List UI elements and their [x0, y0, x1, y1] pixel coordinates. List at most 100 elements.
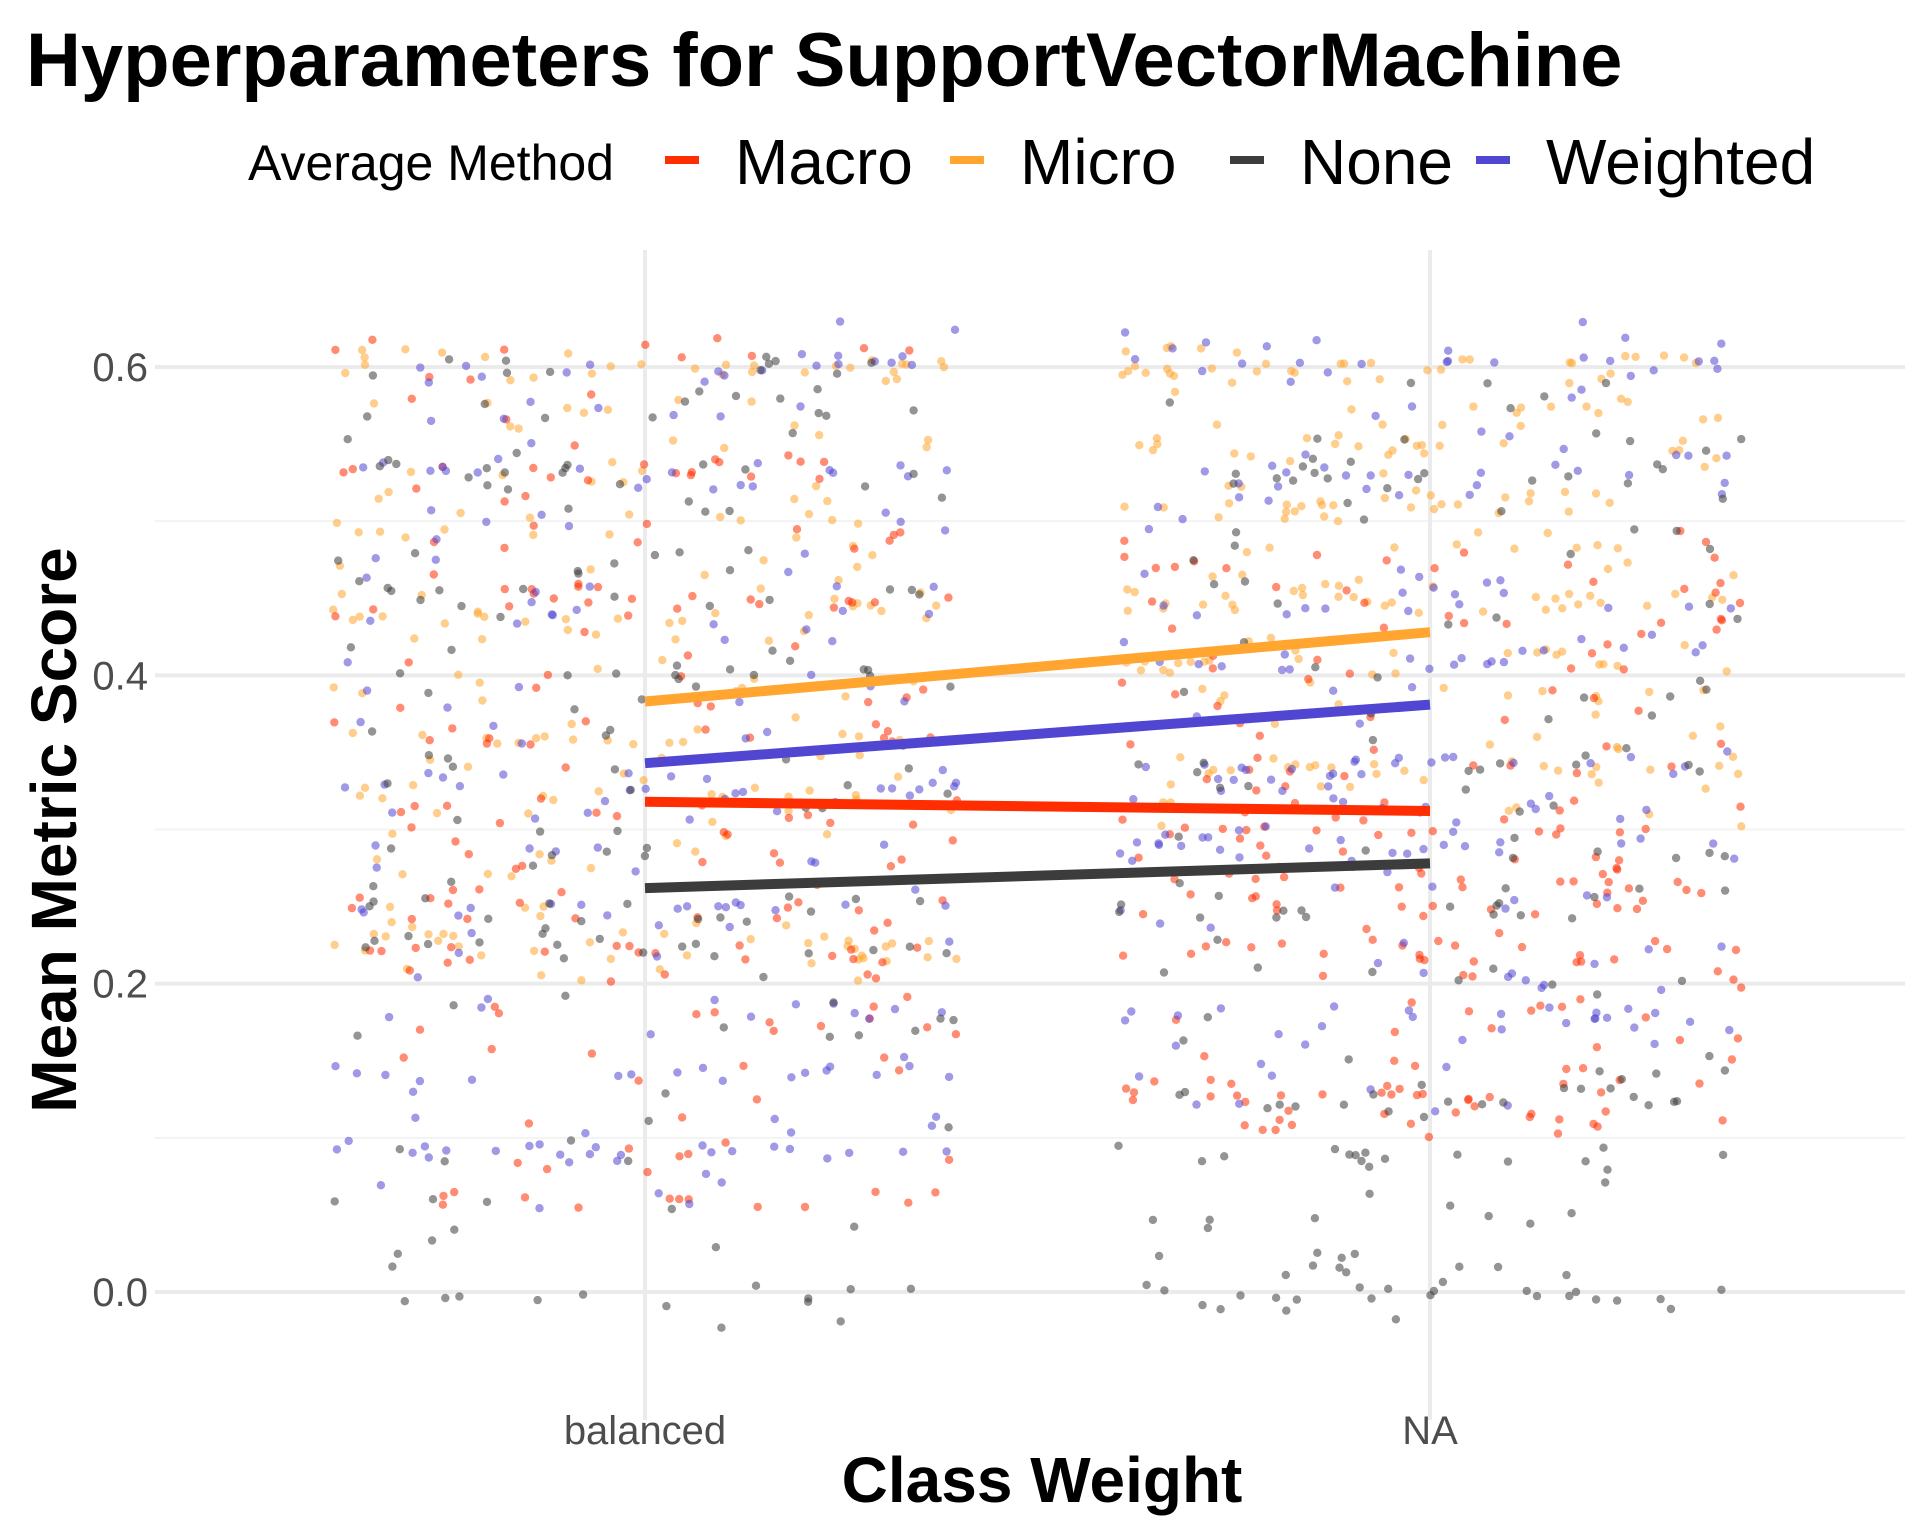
- data-point: [538, 929, 547, 938]
- data-point: [1349, 592, 1358, 602]
- data-point: [1186, 949, 1196, 958]
- data-point: [1593, 541, 1602, 550]
- data-point: [416, 363, 425, 372]
- data-point: [1127, 1007, 1136, 1016]
- data-point: [907, 585, 917, 595]
- data-point: [716, 412, 725, 421]
- data-point: [360, 360, 370, 369]
- data-point: [1733, 614, 1742, 624]
- data-point: [890, 1004, 900, 1014]
- data-point: [1174, 658, 1183, 668]
- data-point: [1193, 768, 1202, 777]
- data-point: [528, 861, 538, 870]
- data-point: [1710, 356, 1719, 365]
- data-point: [505, 602, 514, 611]
- data-point: [585, 582, 594, 591]
- data-point: [437, 348, 447, 357]
- data-point: [1499, 815, 1509, 824]
- data-point: [1118, 370, 1127, 379]
- data-point: [451, 837, 460, 846]
- data-point: [1603, 1165, 1612, 1174]
- data-point: [1317, 500, 1327, 510]
- data-point: [546, 473, 555, 482]
- data-point: [1621, 351, 1630, 361]
- data-point: [1560, 487, 1570, 497]
- data-point: [1247, 943, 1256, 952]
- data-point: [784, 806, 793, 816]
- data-point: [721, 903, 731, 912]
- data-point: [340, 783, 350, 792]
- data-point: [1117, 678, 1127, 687]
- data-point: [871, 720, 881, 729]
- data-point: [813, 385, 822, 394]
- data-point: [1388, 446, 1397, 455]
- data-point: [347, 903, 357, 913]
- data-point: [710, 995, 719, 1005]
- data-point: [431, 555, 440, 564]
- data-point: [700, 570, 709, 580]
- data-point: [1594, 778, 1603, 787]
- data-point: [1458, 883, 1467, 892]
- data-point: [1237, 359, 1247, 368]
- data-point: [797, 350, 807, 359]
- data-point: [424, 688, 433, 698]
- data-point: [606, 977, 616, 986]
- data-point: [463, 762, 473, 771]
- data-point: [1400, 766, 1409, 775]
- data-point: [1544, 715, 1553, 724]
- data-point: [426, 416, 436, 426]
- data-point: [613, 614, 623, 623]
- data-point: [1159, 601, 1168, 610]
- data-point: [348, 728, 357, 738]
- data-point: [570, 705, 579, 714]
- data-point: [792, 525, 802, 534]
- data-point: [1170, 387, 1180, 397]
- data-point: [1321, 579, 1330, 589]
- data-point: [1270, 719, 1280, 729]
- trend-line: [644, 858, 1431, 894]
- data-point: [332, 1145, 342, 1154]
- data-point: [1281, 507, 1291, 517]
- data-point: [574, 1203, 583, 1212]
- data-point: [485, 734, 494, 743]
- data-point: [494, 1009, 504, 1018]
- data-point: [1636, 834, 1645, 843]
- data-point: [343, 658, 352, 667]
- data-point: [1606, 369, 1615, 378]
- data-point: [1373, 958, 1383, 968]
- data-point: [355, 893, 364, 902]
- data-point: [876, 784, 885, 793]
- data-point: [937, 493, 947, 502]
- data-point: [629, 740, 638, 749]
- data-point: [558, 468, 567, 477]
- data-point: [375, 527, 385, 536]
- data-point: [503, 485, 513, 494]
- data-point: [950, 782, 959, 791]
- data-point: [637, 360, 646, 369]
- data-point: [1297, 502, 1306, 511]
- data-point: [1530, 910, 1540, 919]
- data-point: [1130, 587, 1139, 597]
- data-point: [1174, 832, 1183, 841]
- data-point: [1442, 357, 1452, 367]
- data-point: [771, 906, 780, 915]
- data-point: [1444, 611, 1454, 621]
- data-point: [1308, 1261, 1318, 1270]
- legend: Average Method Macro Micro None Weighted: [248, 126, 1815, 198]
- data-point: [1311, 663, 1320, 672]
- data-point: [565, 1158, 574, 1167]
- data-point: [1647, 630, 1657, 639]
- data-point: [1695, 1079, 1704, 1088]
- data-point: [1391, 1315, 1401, 1324]
- data-point: [418, 730, 427, 740]
- data-point: [1716, 722, 1725, 731]
- data-point: [1407, 402, 1417, 411]
- data-point: [1202, 775, 1212, 784]
- data-point: [1115, 907, 1124, 917]
- data-point: [1450, 590, 1460, 599]
- data-point: [717, 1178, 726, 1187]
- data-point: [1438, 1277, 1448, 1287]
- data-point: [1501, 904, 1510, 913]
- data-point: [1413, 474, 1423, 484]
- data-point: [591, 630, 601, 639]
